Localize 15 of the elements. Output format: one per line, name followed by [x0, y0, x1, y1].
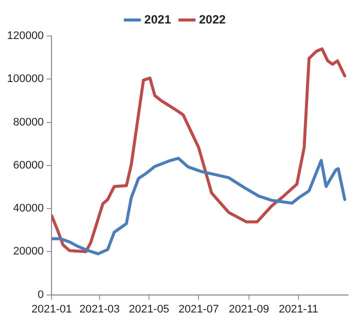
x-tick-label: 2021-09	[228, 303, 270, 316]
x-tick-label: 2021-03	[79, 303, 120, 316]
x-tick-label: 2021-05	[128, 303, 170, 316]
legend-label: 2021	[144, 12, 172, 26]
legend-label: 2022	[199, 12, 226, 26]
y-tick-label: 120000	[6, 30, 44, 42]
x-tick-label: 2021-11	[278, 303, 318, 316]
x-tick-label: 2021-01	[32, 303, 72, 316]
y-tick-label: 40000	[13, 202, 44, 215]
y-tick-label: 100000	[6, 73, 44, 86]
x-tick-label: 2021-07	[178, 303, 219, 316]
y-tick-label: 60000	[13, 159, 44, 172]
y-tick-label: 80000	[13, 116, 44, 128]
y-tick-label: 0	[38, 288, 44, 301]
y-tick-label: 20000	[13, 246, 44, 258]
